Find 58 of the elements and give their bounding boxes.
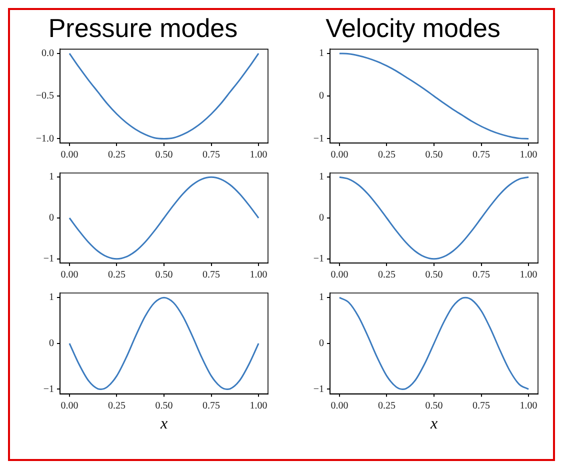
line-series [338, 52, 530, 140]
line-series [68, 176, 260, 260]
x-tick-label: 0.25 [378, 400, 396, 412]
y-tick-label: 1 [49, 292, 54, 304]
y-tick-label: 1 [319, 292, 324, 304]
x-tick-label: 0.25 [108, 150, 126, 161]
x-tick-label: 0.00 [330, 270, 348, 281]
y-tick-label: −1 [313, 254, 324, 265]
line-series [68, 52, 260, 140]
x-tick-label: 0.25 [108, 400, 126, 412]
y-tick-label: −1 [43, 254, 54, 265]
y-tick-label: 0 [319, 212, 324, 224]
x-tick-label: 0.00 [60, 400, 78, 412]
x-tick-label: 0.00 [60, 150, 78, 161]
x-tick-label: 0.50 [425, 400, 443, 412]
y-tick-label: −1 [313, 133, 324, 144]
x-axis-title: x [159, 416, 168, 433]
x-tick-label: 0.50 [425, 150, 443, 161]
y-tick-label: −1 [313, 384, 324, 395]
y-tick-label: 0 [49, 338, 54, 350]
x-tick-label: 0.25 [108, 270, 126, 281]
y-tick-label: 1 [319, 172, 324, 183]
x-tick-label: 0.50 [425, 270, 443, 281]
x-tick-label: 0.00 [330, 150, 348, 161]
x-tick-label: 0.25 [378, 150, 396, 161]
line-series [338, 296, 530, 390]
x-tick-label: 0.75 [472, 400, 490, 412]
x-axis-title: x [429, 416, 438, 433]
y-tick-label: −0.5 [36, 90, 54, 102]
x-tick-label: 0.50 [155, 400, 173, 412]
y-tick-label: 1 [49, 172, 54, 183]
y-tick-label: 0.0 [42, 48, 54, 60]
x-tick-label: 0.50 [155, 270, 173, 281]
line-series [338, 176, 530, 260]
chart-title: Pressure modes [48, 12, 238, 43]
x-tick-label: 0.75 [202, 270, 220, 281]
line-series [68, 296, 260, 390]
x-tick-label: 1.00 [520, 270, 538, 281]
chart-title: Velocity modes [326, 12, 500, 43]
x-tick-label: 1.00 [520, 400, 538, 412]
x-tick-label: 1.00 [250, 400, 268, 412]
x-tick-label: 0.75 [472, 270, 490, 281]
y-tick-label: 1 [319, 48, 324, 60]
x-tick-label: 0.25 [378, 270, 396, 281]
x-tick-label: 1.00 [250, 150, 268, 161]
x-tick-label: 0.50 [155, 150, 173, 161]
y-tick-label: 0 [49, 212, 54, 224]
x-tick-label: 0.75 [472, 150, 490, 161]
y-tick-label: 0 [319, 338, 324, 350]
y-tick-label: −1 [43, 384, 54, 395]
x-tick-label: 0.75 [202, 150, 220, 161]
x-tick-label: 1.00 [250, 270, 268, 281]
y-tick-label: −1.0 [36, 133, 54, 144]
x-tick-label: 0.00 [60, 270, 78, 281]
x-tick-label: 1.00 [520, 150, 538, 161]
y-tick-label: 0 [319, 90, 324, 102]
x-tick-label: 0.00 [330, 400, 348, 412]
x-tick-label: 0.75 [202, 400, 220, 412]
